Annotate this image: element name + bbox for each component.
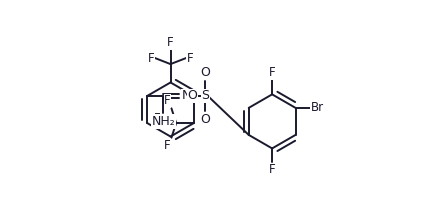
Text: F: F [269, 66, 276, 79]
Text: F: F [148, 51, 155, 65]
Text: F: F [154, 112, 161, 125]
Text: O: O [201, 66, 210, 79]
Text: O: O [201, 113, 210, 126]
Text: F: F [187, 51, 194, 65]
Text: S: S [201, 90, 209, 102]
Text: O: O [187, 90, 197, 102]
Text: Br: Br [311, 101, 324, 114]
Text: F: F [164, 139, 171, 152]
Text: NH₂: NH₂ [151, 115, 175, 128]
Text: N: N [182, 90, 191, 102]
Text: F: F [164, 94, 171, 108]
Text: F: F [269, 163, 276, 176]
Text: F: F [167, 36, 174, 49]
